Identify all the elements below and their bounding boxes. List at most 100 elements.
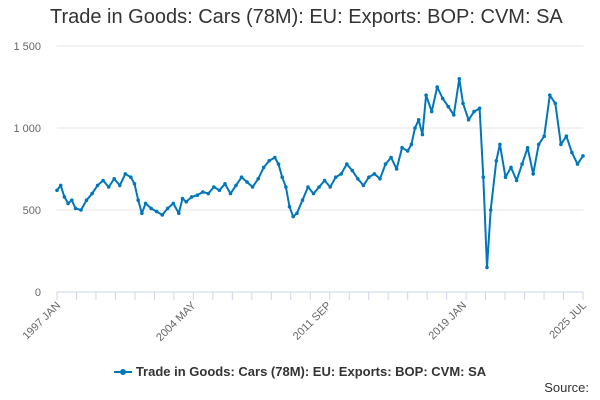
chart-title: Trade in Goods: Cars (78M): EU: Exports:… [50,6,563,28]
data-point [267,159,272,163]
data-point [440,96,445,101]
data-point [466,118,471,122]
data-point [477,106,482,111]
data-point [446,104,451,109]
source-label: Source: [544,380,589,395]
data-point [287,204,292,209]
data-point [132,182,137,186]
data-point [322,178,327,183]
data-point [509,165,513,170]
data-point [317,185,321,189]
data-point [498,142,502,147]
data-point [73,206,78,211]
data-point [311,191,316,196]
data-point [367,175,371,179]
data-point [201,190,205,194]
data-point [62,195,67,199]
data-point [494,159,499,163]
data-point [234,183,238,188]
data-point [101,178,105,183]
x-tick-label: 2011 SEP [291,300,334,343]
y-tick-label: 1 500 [13,41,41,53]
y-tick-label: 500 [23,205,41,217]
data-point [452,113,456,117]
data-point [485,265,489,270]
data-point [250,185,255,189]
data-point [350,168,355,173]
data-point [256,177,261,181]
data-point [280,175,285,179]
y-tick-label: 1 000 [13,123,41,135]
data-point [189,195,194,199]
data-point [95,183,100,188]
series-layer [55,77,585,270]
data-point [413,126,417,130]
data-point [118,183,122,188]
data-point [149,206,153,211]
data-point [165,206,170,211]
data-point [378,177,382,181]
data-point [531,172,535,176]
data-point [416,118,421,122]
data-point [488,208,493,212]
data-point [177,211,181,216]
data-point [383,162,388,166]
data-point [276,162,281,166]
legend-line-icon [113,366,132,378]
data-point [273,155,277,160]
data-point [306,185,310,189]
data-point [70,198,74,202]
data-point [457,77,462,81]
data-point [405,149,410,153]
data-point [239,175,244,179]
data-point [143,201,148,206]
x-tick-label: 2004 MAY [154,299,199,344]
data-point [514,178,519,183]
data-point [217,188,222,193]
x-tick-label: 2025 JUL [547,300,589,342]
data-point [184,200,188,204]
gridlines [57,45,583,211]
data-point [564,134,569,138]
data-point [195,193,200,197]
data-point [66,201,70,206]
data-point [261,165,266,170]
data-point [525,145,530,150]
x-tick-label: 2019 JAN [427,300,470,343]
data-point [575,162,580,166]
data-point [389,155,393,160]
data-point [160,213,164,217]
data-point [409,142,414,147]
data-point [361,183,366,188]
y-axis: 0 500 1 000 1 500 [13,41,41,299]
data-point [58,183,63,188]
data-point [481,175,486,179]
data-point [461,101,465,106]
data-point [212,185,216,189]
data-point [228,191,233,196]
data-point [536,142,541,147]
series-line [56,77,584,269]
legend[interactable]: Trade in Goods: Cars (78M): EU: Exports:… [0,364,600,379]
data-point [429,109,434,114]
data-point [420,132,425,137]
data-point [84,198,89,202]
data-point [520,162,524,166]
data-point [553,101,558,106]
data-point [356,177,360,181]
data-point [90,191,94,196]
x-tick-label: 1997 JAN [20,300,63,343]
data-point [542,134,546,138]
data-point [223,182,227,186]
data-point [136,198,140,202]
data-point [123,172,128,176]
data-point [581,154,585,158]
data-point [55,188,59,193]
data-point [472,109,476,114]
data-point [345,162,349,166]
x-axis: 1997 JAN 2004 MAY 2011 SEP 2019 JAN 2025 JUL [20,291,589,344]
data-point [372,172,377,176]
data-point [206,191,211,196]
data-point [435,85,440,89]
